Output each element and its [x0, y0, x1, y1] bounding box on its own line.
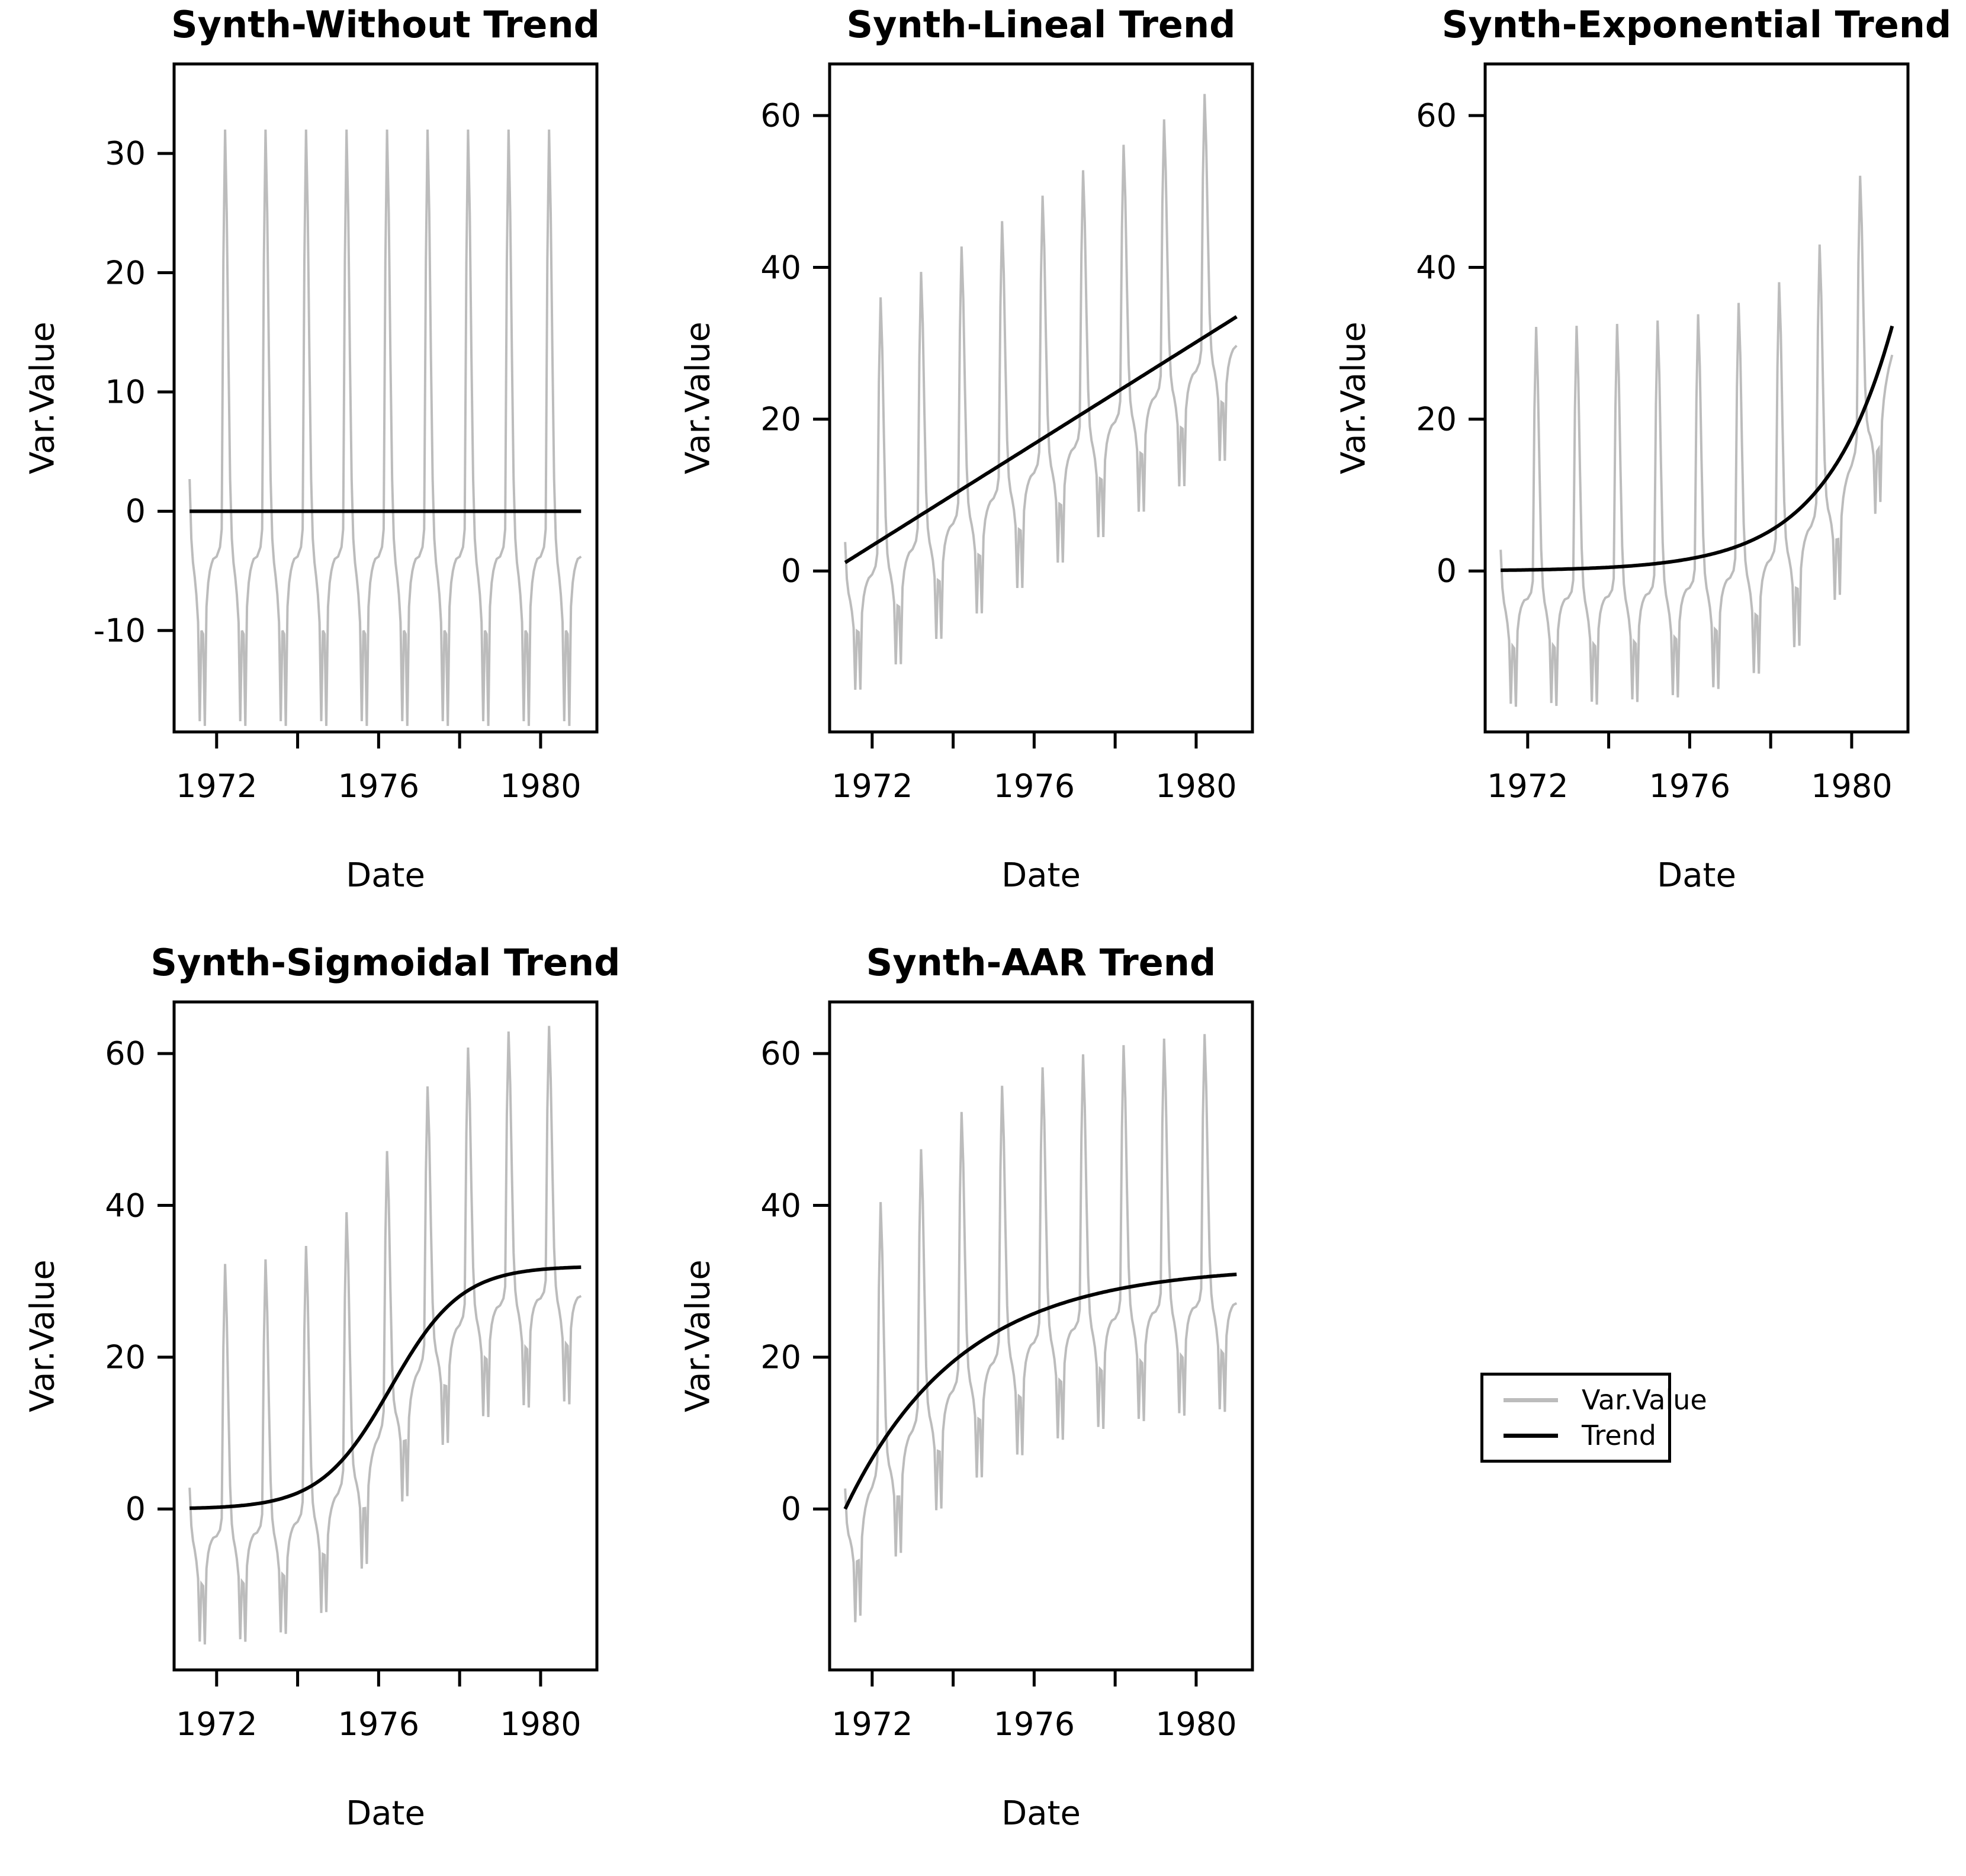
trend-line	[843, 1273, 1237, 1510]
y-tick-label: -10	[93, 612, 146, 650]
y-tick-label: 40	[1416, 249, 1457, 287]
legend-row-trend: Trend	[1504, 1422, 1668, 1449]
x-tick-label: 1980	[1155, 767, 1237, 805]
x-tick-label: 1972	[1487, 767, 1569, 805]
y-axis-label: Var.Value	[23, 322, 62, 474]
x-tick-label: 1976	[993, 1705, 1075, 1743]
x-tick-label: 1980	[1811, 767, 1893, 805]
y-tick-label: 60	[1416, 97, 1457, 134]
y-tick-label: 20	[760, 400, 801, 438]
plot-area	[158, 1000, 599, 1687]
x-tick-label: 1972	[831, 767, 913, 805]
var-value-line-swatch	[1504, 1398, 1558, 1402]
x-tick-label: 1972	[176, 1705, 258, 1743]
chart-title: Synth-Lineal Trend	[846, 3, 1236, 46]
y-tick-label: 20	[1416, 400, 1457, 438]
y-tick-label: 0	[780, 1490, 801, 1528]
legend-label-trend: Trend	[1582, 1419, 1656, 1451]
trend-line	[1501, 325, 1894, 572]
trend-line	[844, 315, 1238, 564]
y-axis-label: Var.Value	[679, 1260, 718, 1412]
var-value-series	[844, 94, 1238, 690]
y-axis-label: Var.Value	[23, 1260, 62, 1412]
x-axis-label: Date	[346, 856, 425, 895]
x-tick-label: 1976	[993, 767, 1075, 805]
var-value-series	[844, 1034, 1238, 1623]
var-value-series	[188, 129, 582, 726]
plot-box	[172, 1000, 599, 1672]
trend-line-swatch	[1504, 1433, 1558, 1438]
plot-area	[813, 1000, 1254, 1687]
legend-label-var-value: Var.Value	[1582, 1384, 1707, 1416]
y-axis-label: Var.Value	[1334, 322, 1373, 474]
var-value-series	[1499, 175, 1894, 707]
var-value-series	[188, 1026, 582, 1644]
plot-area	[158, 62, 599, 749]
x-tick-label: 1980	[500, 767, 582, 805]
chart-panel-synth-without-trend: Synth-Without Trend 1972 1976 1980 -10 0 10 20 3…	[0, 0, 656, 938]
plot-box	[828, 62, 1254, 734]
chart-title: Synth-AAR Trend	[866, 941, 1216, 984]
chart-panel-synth-sigmoidal-trend: Synth-Sigmoidal Trend 1972 1976 1980 0 20 40 60…	[0, 938, 656, 1876]
plot-box	[172, 62, 599, 734]
y-tick-label: 10	[105, 373, 146, 411]
y-tick-label: 0	[1436, 552, 1457, 590]
y-tick-label: 0	[780, 552, 801, 590]
x-tick-label: 1972	[176, 767, 258, 805]
y-tick-label: 60	[105, 1035, 146, 1072]
plot-box	[828, 1000, 1254, 1672]
x-tick-label: 1980	[500, 1705, 582, 1743]
y-axis-label: Var.Value	[679, 322, 718, 474]
chart-title: Synth-Without Trend	[171, 3, 600, 46]
x-axis-label: Date	[1001, 1794, 1081, 1833]
y-tick-label: 30	[105, 134, 146, 172]
y-tick-label: 20	[760, 1338, 801, 1376]
x-tick-label: 1972	[831, 1705, 913, 1743]
y-tick-label: 0	[125, 492, 146, 530]
plot-area	[1469, 62, 1910, 749]
x-axis-label: Date	[1657, 856, 1736, 895]
x-tick-label: 1976	[338, 767, 420, 805]
plot-area	[813, 62, 1254, 749]
y-tick-label: 60	[760, 1035, 801, 1072]
chart-panel-synth-exponential-trend: Synth-Exponential Trend 1972 1976 1980 0 20 40…	[1311, 0, 1966, 938]
y-tick-label: 40	[105, 1187, 146, 1225]
chart-title: Synth-Sigmoidal Trend	[150, 941, 621, 984]
x-tick-label: 1976	[338, 1705, 420, 1743]
legend: Var.Value Trend	[1480, 1373, 1707, 1463]
plot-box	[1483, 62, 1910, 734]
x-axis-label: Date	[346, 1794, 425, 1833]
y-tick-label: 20	[105, 1338, 146, 1376]
y-tick-label: 40	[760, 249, 801, 287]
chart-title: Synth-Exponential Trend	[1441, 3, 1952, 46]
x-axis-label: Date	[1001, 856, 1081, 895]
legend-row-var-value: Var.Value	[1504, 1386, 1707, 1414]
trend-line	[189, 1265, 582, 1510]
x-tick-label: 1976	[1649, 767, 1731, 805]
x-tick-label: 1980	[1155, 1705, 1237, 1743]
chart-panel-synth-aar-trend: Synth-AAR Trend 1972 1976 1980 0 20 40 60 Date Va…	[656, 938, 1311, 1876]
y-tick-label: 0	[125, 1490, 146, 1528]
y-tick-label: 40	[760, 1187, 801, 1225]
y-tick-label: 60	[760, 97, 801, 134]
chart-panel-synth-lineal-trend: Synth-Lineal Trend 1972 1976 1980 0 20 40 60 Dat…	[656, 0, 1311, 938]
y-tick-label: 20	[105, 254, 146, 291]
